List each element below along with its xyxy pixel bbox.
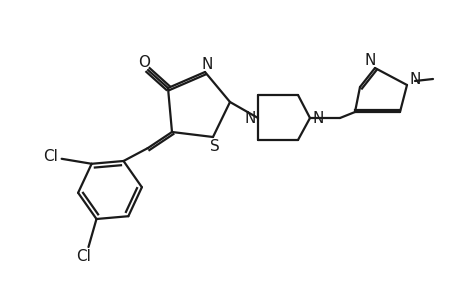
Text: N: N	[244, 110, 255, 125]
Text: Cl: Cl	[43, 149, 58, 164]
Text: N: N	[409, 71, 420, 86]
Text: N: N	[312, 110, 323, 125]
Text: S: S	[210, 139, 219, 154]
Text: O: O	[138, 55, 150, 70]
Text: N: N	[201, 56, 212, 71]
Text: Cl: Cl	[76, 248, 91, 263]
Text: N: N	[364, 52, 375, 68]
